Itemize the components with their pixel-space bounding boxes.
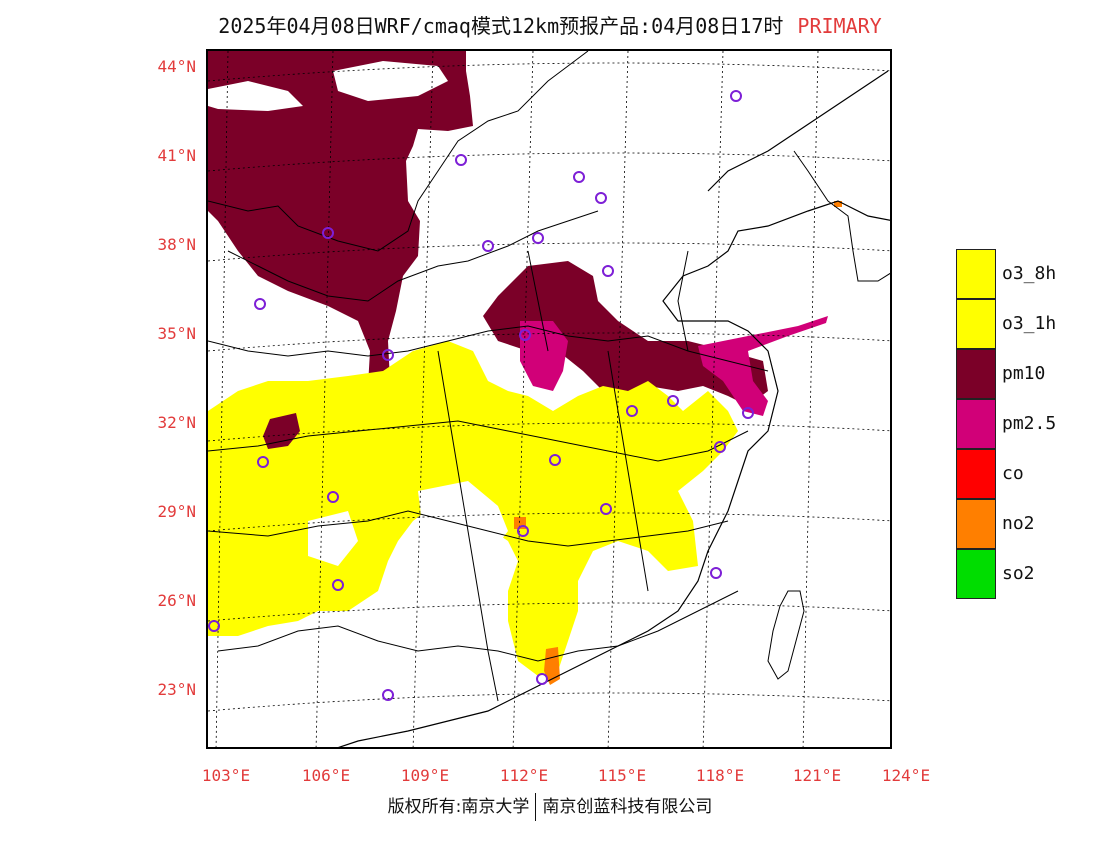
clear-area-basin — [418, 481, 508, 551]
korea-peninsula — [793, 150, 890, 282]
legend-swatch — [956, 349, 996, 399]
pm25-plume-east — [698, 316, 828, 416]
clear-area-north — [208, 81, 303, 111]
legend-swatch — [956, 549, 996, 599]
copyright-separator — [535, 793, 537, 821]
lat-label-38n: 38°N — [157, 235, 196, 254]
pm10-region-northwest — [208, 51, 473, 386]
title-tag: PRIMARY — [797, 14, 882, 38]
province-boundaries — [208, 51, 769, 702]
lon-label-103e: 103°E — [201, 766, 251, 785]
taiwan-island — [767, 590, 805, 680]
lat-label-29n: 29°N — [157, 502, 196, 521]
lat-label-35n: 35°N — [157, 324, 196, 343]
legend-label: o3_1h — [1002, 313, 1057, 334]
legend-label: pm2.5 — [1002, 413, 1057, 434]
forecast-map — [206, 49, 892, 749]
pm10-region-central — [483, 261, 768, 406]
lat-label-44n: 44°N — [157, 57, 196, 76]
pm25-region-central — [520, 321, 568, 391]
lat-label-41n: 41°N — [157, 146, 196, 165]
pm10-spot-southwest — [263, 413, 300, 449]
legend-label: no2 — [1002, 513, 1035, 534]
lat-label-32n: 32°N — [157, 413, 196, 432]
map-title: 2025年04月08日WRF/cmaq模式12km预报产品:04月08日17时 P… — [0, 10, 1100, 39]
lon-label-118e: 118°E — [695, 766, 745, 785]
lon-label-115e: 115°E — [597, 766, 647, 785]
lat-label-26n: 26°N — [157, 591, 196, 610]
lon-label-106e: 106°E — [301, 766, 351, 785]
legend-swatch — [956, 499, 996, 549]
lon-label-124e: 124°E — [881, 766, 931, 785]
legend-label: so2 — [1002, 563, 1035, 584]
clear-area-north-2 — [333, 61, 448, 101]
lon-label-121e: 121°E — [792, 766, 842, 785]
copyright-line: 版权所有:南京大学 南京创蓝科技有限公司 — [0, 792, 1100, 821]
legend-label: o3_8h — [1002, 263, 1057, 284]
lat-label-23n: 23°N — [157, 680, 196, 699]
copyright-right: 南京创蓝科技有限公司 — [542, 797, 713, 817]
legend-label: co — [1002, 463, 1024, 484]
lon-label-112e: 112°E — [499, 766, 549, 785]
copyright-left: 版权所有:南京大学 — [387, 797, 530, 817]
legend-swatch — [956, 249, 996, 299]
legend-swatch — [956, 449, 996, 499]
legend-swatch — [956, 399, 996, 449]
title-text: 2025年04月08日WRF/cmaq模式12km预报产品:04月08日17时 — [218, 14, 784, 38]
coastline — [338, 200, 890, 747]
legend-label: pm10 — [1002, 363, 1046, 384]
lon-label-109e: 109°E — [400, 766, 450, 785]
coastline-north — [707, 70, 889, 192]
graticule — [208, 51, 890, 747]
city-markers — [208, 90, 754, 701]
legend-swatch — [956, 299, 996, 349]
map-canvas — [208, 51, 890, 747]
